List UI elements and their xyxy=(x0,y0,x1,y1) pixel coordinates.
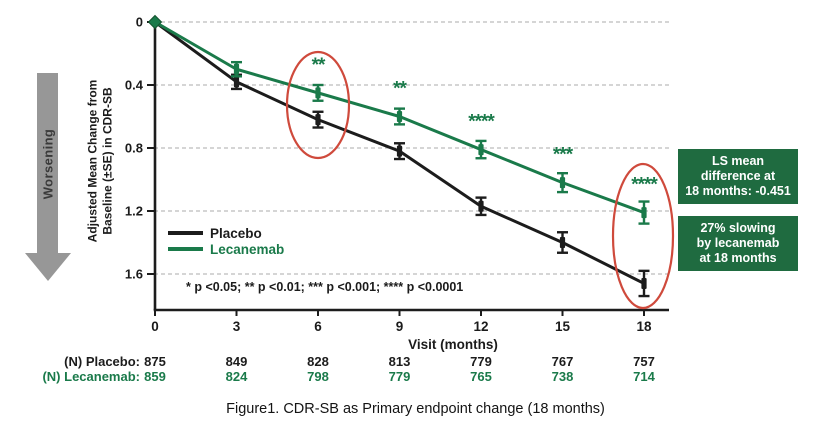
data-point-lecanemab xyxy=(396,111,403,122)
y-tick-label: 0 xyxy=(136,15,143,30)
data-point-lecanemab xyxy=(641,207,647,219)
highlight-ellipse-month-6 xyxy=(285,50,351,160)
n-value: 714 xyxy=(633,369,655,384)
figure-caption: Figure1. CDR-SB as Primary endpoint chan… xyxy=(226,401,605,417)
y-tick-label: 1.6 xyxy=(125,267,143,282)
ls-mean-line3: 18 months: -0.451 xyxy=(685,184,791,198)
n-row-label-placebo: (N) Placebo: xyxy=(64,354,140,369)
data-point-placebo xyxy=(641,277,647,289)
significance-stars-month-15: *** xyxy=(553,145,574,166)
data-point-placebo xyxy=(559,237,566,248)
data-point-lecanemab xyxy=(233,63,240,75)
data-point-lecanemab xyxy=(478,144,484,156)
x-tick-label: 18 xyxy=(636,319,652,334)
worsening-arrow-shaft xyxy=(37,73,58,254)
n-value: 779 xyxy=(388,369,411,384)
ls-mean-line1: LS mean xyxy=(711,154,765,168)
n-value: 779 xyxy=(470,354,492,369)
ls-mean-line2: difference at xyxy=(700,169,776,183)
n-value: 767 xyxy=(551,354,574,369)
n-value: 828 xyxy=(307,354,329,369)
n-value: 849 xyxy=(225,354,248,369)
x-tick-label: 12 xyxy=(473,319,488,334)
ls-mean-difference-box: LS mean difference at 18 months: -0.451 xyxy=(678,149,798,204)
significance-stars-month-12: **** xyxy=(468,112,495,133)
slowing-line1: 27% slowing xyxy=(700,221,776,235)
data-point-lecanemab xyxy=(559,177,566,189)
n-row-label-lecanemab: (N) Lecanemab: xyxy=(42,369,140,384)
n-value: 813 xyxy=(388,354,411,369)
n-value: 798 xyxy=(307,369,329,384)
y-tick-label: 0.4 xyxy=(125,78,144,93)
legend-label-placebo: Placebo xyxy=(210,226,262,241)
x-tick-label: 0 xyxy=(151,319,159,334)
significance-stars-month-18: **** xyxy=(631,175,658,196)
slowing-line2: by lecanemab xyxy=(696,236,780,250)
data-point-placebo xyxy=(315,114,321,126)
n-value: 824 xyxy=(225,369,248,384)
n-value: 757 xyxy=(633,354,655,369)
slowing-line3: at 18 months xyxy=(699,251,777,265)
y-tick-label: 1.2 xyxy=(125,204,143,219)
highlight-ellipse-month-18 xyxy=(611,162,675,310)
significance-stars-month-9: ** xyxy=(393,79,407,100)
x-tick-label: 6 xyxy=(314,319,322,334)
x-tick-label: 3 xyxy=(233,319,241,334)
x-tick-label: 15 xyxy=(555,319,571,334)
data-point-placebo xyxy=(478,200,484,212)
percent-slowing-box: 27% slowing by lecanemab at 18 months xyxy=(678,216,798,271)
data-point-lecanemab xyxy=(315,87,321,99)
significance-stars-month-6: ** xyxy=(312,55,326,76)
n-value: 765 xyxy=(470,369,492,384)
data-point-placebo xyxy=(233,76,240,88)
legend-label-lecanemab: Lecanemab xyxy=(210,242,284,257)
worsening-arrow-head-icon xyxy=(25,253,71,281)
y-tick-label: 0.8 xyxy=(125,141,143,156)
n-value: 875 xyxy=(144,354,166,369)
x-axis-title: Visit (months) xyxy=(408,337,498,352)
significance-note: * p <0.05; ** p <0.01; *** p <0.001; ***… xyxy=(186,280,463,294)
n-value: 738 xyxy=(551,369,574,384)
origin-marker xyxy=(147,14,163,30)
x-tick-label: 9 xyxy=(396,319,404,334)
n-value: 859 xyxy=(144,369,166,384)
data-point-placebo xyxy=(396,145,403,157)
